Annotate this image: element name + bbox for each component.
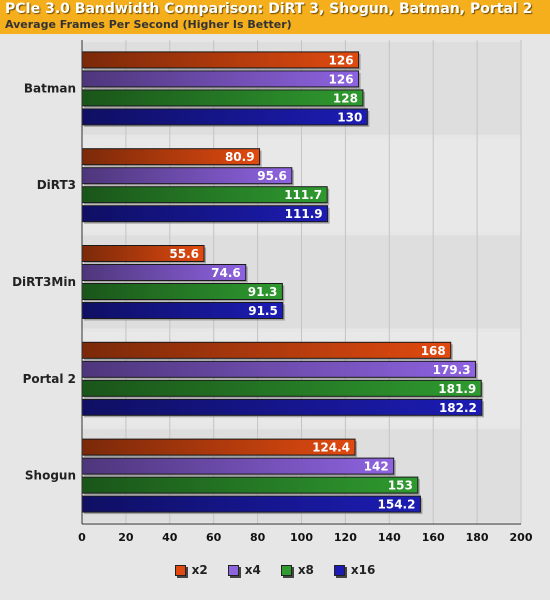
x-tick-label: 60 bbox=[206, 531, 222, 544]
bar-x4 bbox=[81, 70, 360, 88]
legend-swatch bbox=[174, 564, 186, 576]
bar-x16 bbox=[81, 108, 368, 126]
bar-value-label: 142 bbox=[364, 460, 389, 474]
bar-value-label: 55.6 bbox=[169, 247, 199, 261]
legend-swatch bbox=[333, 564, 345, 576]
bar-value-label: 182.2 bbox=[439, 401, 477, 415]
bar-value-label: 181.9 bbox=[438, 382, 476, 396]
bar-x16 bbox=[81, 495, 421, 513]
bar-x4 bbox=[81, 360, 477, 378]
category-label: Batman bbox=[24, 81, 76, 95]
bar-value-label: 91.3 bbox=[248, 285, 278, 299]
bar-value-label: 111.9 bbox=[285, 207, 323, 221]
x-tick-label: 20 bbox=[118, 531, 134, 544]
category-label: DiRT3Min bbox=[12, 275, 76, 289]
bar-chart: Batman 126 126 128 130 DiRT3 80.995.6 111.7 111.… bbox=[12, 40, 533, 544]
bar-value-label: 74.6 bbox=[211, 266, 241, 280]
bar-x2 bbox=[81, 341, 452, 359]
x-tick-label: 120 bbox=[334, 531, 357, 544]
bar-value-label: 153 bbox=[388, 479, 413, 493]
legend-swatch bbox=[280, 564, 292, 576]
bar-x8 bbox=[81, 379, 482, 397]
legend-swatch bbox=[227, 564, 239, 576]
legend-label: x16 bbox=[350, 562, 376, 577]
bar-value-label: 91.5 bbox=[248, 304, 278, 318]
legend-label: x8 bbox=[297, 562, 314, 577]
category-label: Portal 2 bbox=[23, 372, 76, 386]
legend-label: x4 bbox=[244, 562, 261, 577]
category-label: Shogun bbox=[25, 469, 76, 483]
bar-value-label: 130 bbox=[337, 110, 362, 124]
category-label: DiRT3 bbox=[37, 178, 76, 192]
x-tick-label: 40 bbox=[162, 531, 178, 544]
bar-value-label: 154.2 bbox=[378, 498, 416, 512]
bar-value-label: 95.6 bbox=[257, 169, 287, 183]
legend-item-x2: x2 bbox=[174, 562, 208, 577]
bar-x2 bbox=[81, 51, 360, 69]
chart-legend: x2 x4 x8 x16 bbox=[0, 562, 550, 577]
legend-item-x4: x4 bbox=[227, 562, 261, 577]
legend-item-x16: x16 bbox=[333, 562, 376, 577]
x-tick-label: 160 bbox=[422, 531, 445, 544]
chart-title: PCIe 3.0 Bandwidth Comparison: DiRT 3, S… bbox=[5, 1, 533, 17]
chart-header: PCIe 3.0 Bandwidth Comparison: DiRT 3, S… bbox=[0, 0, 550, 34]
bar-x8 bbox=[81, 476, 419, 494]
bar-value-label: 124.4 bbox=[312, 441, 350, 455]
bar-value-label: 126 bbox=[329, 72, 354, 86]
bar-value-label: 128 bbox=[333, 91, 358, 105]
x-tick-label: 200 bbox=[510, 531, 533, 544]
legend-label: x2 bbox=[191, 562, 208, 577]
legend-item-x8: x8 bbox=[280, 562, 314, 577]
bar-value-label: 179.3 bbox=[433, 363, 471, 377]
bar-x4 bbox=[81, 457, 395, 475]
bar-value-label: 111.7 bbox=[284, 188, 322, 202]
x-tick-label: 0 bbox=[78, 531, 86, 544]
bar-x16 bbox=[81, 398, 483, 416]
x-tick-label: 180 bbox=[466, 531, 489, 544]
x-tick-label: 100 bbox=[290, 531, 313, 544]
bar-x8 bbox=[81, 89, 364, 107]
bar-value-label: 168 bbox=[421, 344, 446, 358]
x-tick-label: 80 bbox=[250, 531, 266, 544]
chart-subtitle: Average Frames Per Second (Higher Is Bet… bbox=[5, 18, 292, 31]
bar-value-label: 126 bbox=[329, 53, 354, 67]
x-tick-label: 140 bbox=[378, 531, 401, 544]
bar-value-label: 80.9 bbox=[225, 150, 255, 164]
